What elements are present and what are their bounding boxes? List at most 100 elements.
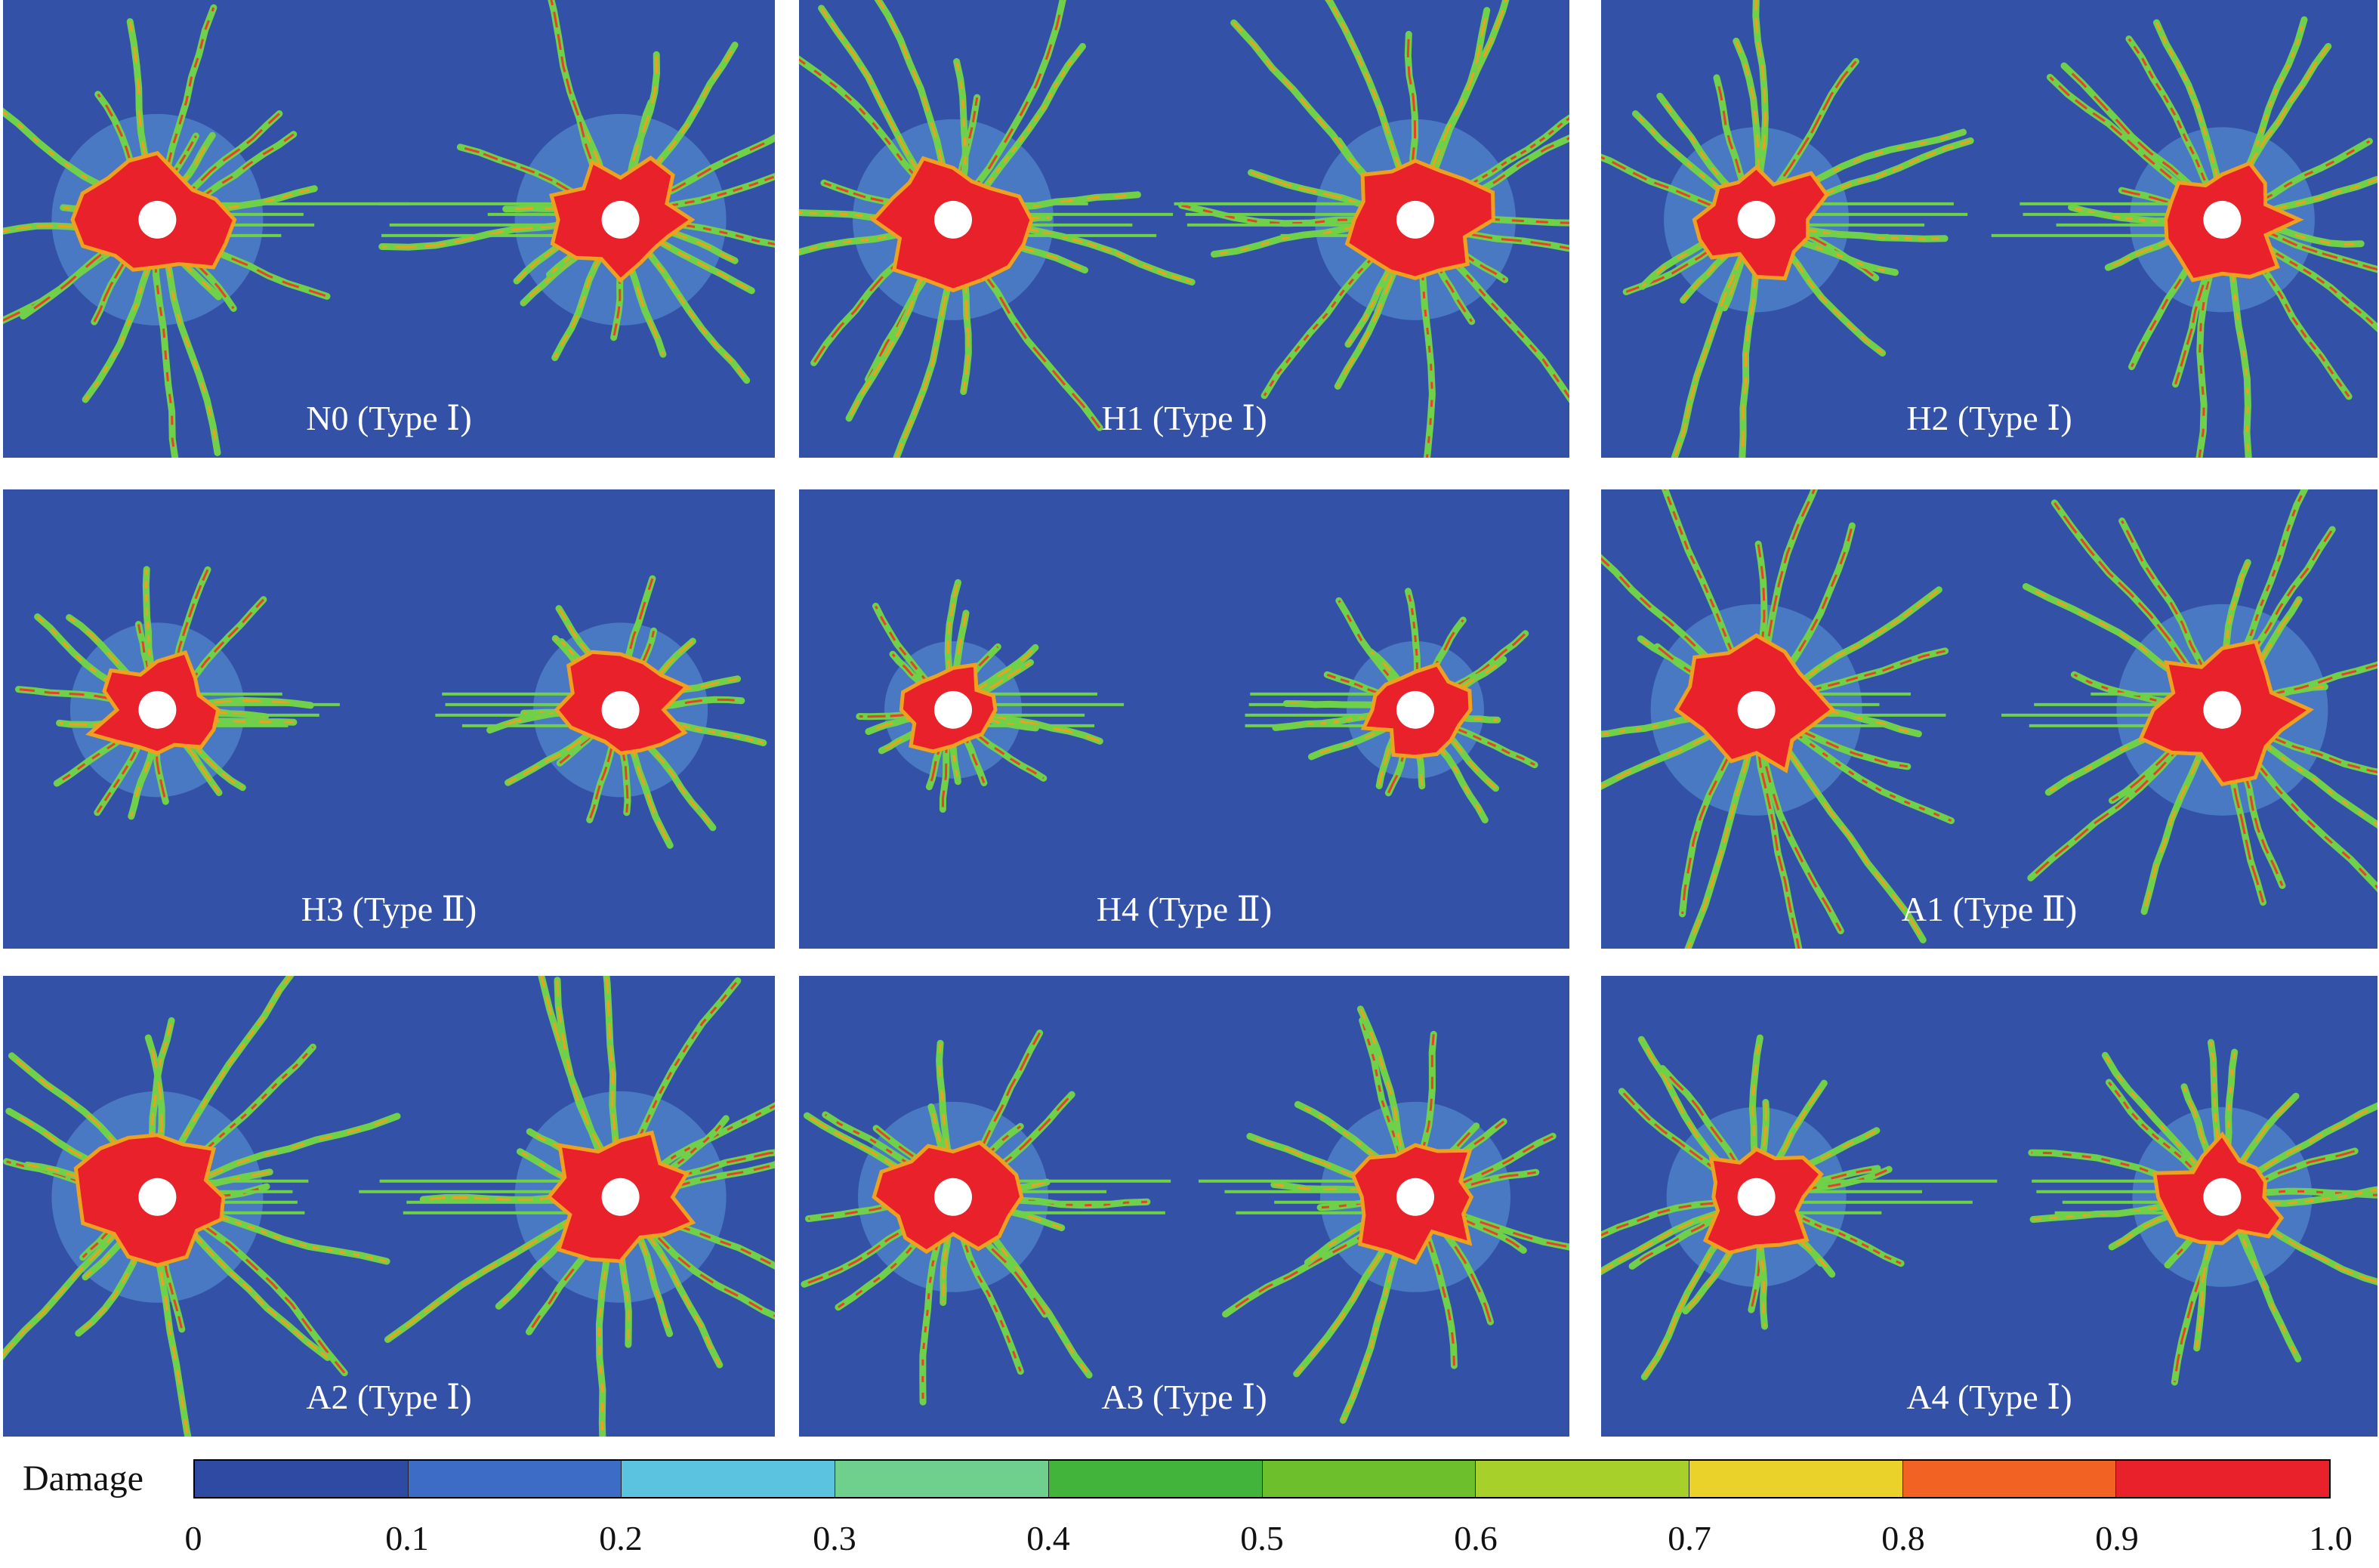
colorbar-title: Damage — [23, 1458, 143, 1499]
crack-core-line — [1673, 219, 1757, 458]
panel-label: H2 (Type Ⅰ) — [1906, 399, 2072, 437]
crack-core-line — [2031, 1151, 2223, 1199]
colorbar-segment — [1476, 1461, 1689, 1497]
crack-core-line — [620, 218, 736, 262]
colorbar-segment — [1689, 1461, 1903, 1497]
crack-core-line — [620, 708, 764, 744]
colorbar-tick-label: 1.0 — [2309, 1519, 2353, 1557]
crack-pattern — [799, 0, 1569, 458]
colorbar-tick-label: 0.8 — [1881, 1519, 1925, 1557]
crack-core-line — [2220, 1051, 2236, 1197]
blast-hole — [138, 200, 177, 239]
crack-core-line — [2222, 1190, 2377, 1199]
colorbar-tick-label: 0.2 — [599, 1519, 643, 1557]
crack-core-line — [156, 708, 294, 724]
crack-core-line — [2104, 1054, 2223, 1198]
crack-core-line — [952, 647, 1036, 711]
crack-core-line — [2108, 1082, 2223, 1198]
blast-hole-group — [359, 976, 775, 1437]
damage-panel: A2 (Type Ⅰ) — [3, 976, 775, 1437]
panel-label: H3 (Type Ⅱ) — [301, 890, 477, 928]
crack-core-line — [1415, 658, 1504, 711]
crack-pattern — [856, 579, 1538, 824]
crack-core-line — [1682, 218, 1757, 301]
crack-core-line — [1181, 204, 1416, 225]
colorbar-segment — [408, 1461, 622, 1497]
crack-core-line — [1601, 708, 1757, 736]
crack-core-line — [1634, 113, 1757, 221]
crack-core-line — [2025, 585, 2223, 711]
crack-core-line — [619, 709, 629, 813]
blast-hole-group — [1199, 1005, 1569, 1424]
crack-core-line — [1414, 219, 1433, 458]
blast-hole-group — [1174, 0, 1569, 458]
crack-core-line — [1214, 218, 1416, 256]
crack-core-line — [557, 607, 622, 711]
panel-label: A4 (Type Ⅰ) — [1906, 1378, 2072, 1416]
crack-core-line — [952, 1196, 1022, 1372]
crack-core-line — [1755, 1082, 1825, 1198]
crack-core-line — [1631, 1196, 1757, 1267]
crack-core-line — [619, 44, 736, 221]
damage-panel: H1 (Type Ⅰ) — [799, 0, 1569, 458]
crack-core-line — [1662, 1067, 1757, 1198]
crack-core-line — [156, 976, 292, 1198]
crack-pattern — [15, 566, 767, 849]
crack-core-line — [505, 207, 621, 221]
colorbar-tick-label: 0.1 — [385, 1519, 429, 1557]
crack-core-line — [1656, 645, 1757, 711]
crack-core-line — [1641, 218, 1757, 288]
crack-core-line — [2166, 1196, 2223, 1266]
blast-hole-group — [15, 566, 340, 820]
crack-core-line — [1756, 218, 1877, 279]
panel-label: H4 (Type Ⅱ) — [1096, 890, 1273, 928]
blast-hole-group — [378, 0, 775, 384]
panel-label: H1 (Type Ⅰ) — [1101, 399, 1267, 437]
colorbar-segment — [1902, 1461, 2117, 1497]
blast-hole — [2203, 200, 2242, 239]
colorbar-segment — [1048, 1461, 1263, 1497]
crack-core-line — [1415, 216, 1569, 224]
crack-core-line — [156, 219, 220, 298]
blast-hole — [1737, 1178, 1776, 1216]
crack-core-line — [952, 1196, 1091, 1376]
crack-core-line — [2049, 76, 2223, 221]
crack-core-line — [489, 708, 621, 732]
crack-core-line — [2221, 1095, 2297, 1198]
blast-hole — [1396, 690, 1434, 729]
crack-core-line — [1415, 1196, 1525, 1252]
damage-panel: H4 (Type Ⅱ) — [799, 489, 1569, 949]
damage-panel: A3 (Type Ⅰ) — [799, 976, 1569, 1437]
crack-core-line — [1310, 708, 1416, 758]
blast-hole — [1396, 200, 1434, 239]
crack-core-line — [619, 218, 748, 381]
crack-core-line — [1414, 1196, 1492, 1323]
blast-hole — [934, 200, 972, 239]
crack-core-line — [2221, 1150, 2356, 1199]
crack-core-line — [2111, 708, 2223, 802]
crack-core-line — [952, 1196, 1046, 1315]
blast-hole-group — [3, 4, 410, 458]
crack-core-line — [507, 708, 622, 784]
crack-core-line — [2221, 529, 2334, 711]
crack-core-line — [2107, 218, 2223, 269]
colorbar-segment — [1262, 1461, 1476, 1497]
crack-core-line — [952, 218, 1193, 283]
crack-core-line — [2222, 218, 2377, 271]
damage-panel: H2 (Type Ⅰ) — [1601, 0, 2377, 458]
blast-hole-group — [799, 0, 1196, 458]
blast-hole — [601, 200, 640, 239]
crack-core-line — [619, 980, 739, 1198]
crack-core-line — [2183, 1086, 2223, 1198]
blast-hole-group — [801, 1029, 1171, 1406]
blast-hole-group — [3, 976, 401, 1437]
blast-hole-group — [435, 575, 767, 849]
damage-panel: N0 (Type Ⅰ) — [3, 0, 775, 458]
crack-core-line — [2221, 599, 2300, 711]
blast-hole — [601, 690, 640, 729]
crack-pattern — [1601, 1034, 2377, 1386]
blast-hole — [1737, 690, 1776, 729]
crack-core-line — [1414, 219, 1473, 323]
colorbar-tick-label: 0 — [184, 1519, 202, 1557]
damage-panel: H3 (Type Ⅱ) — [3, 489, 775, 949]
